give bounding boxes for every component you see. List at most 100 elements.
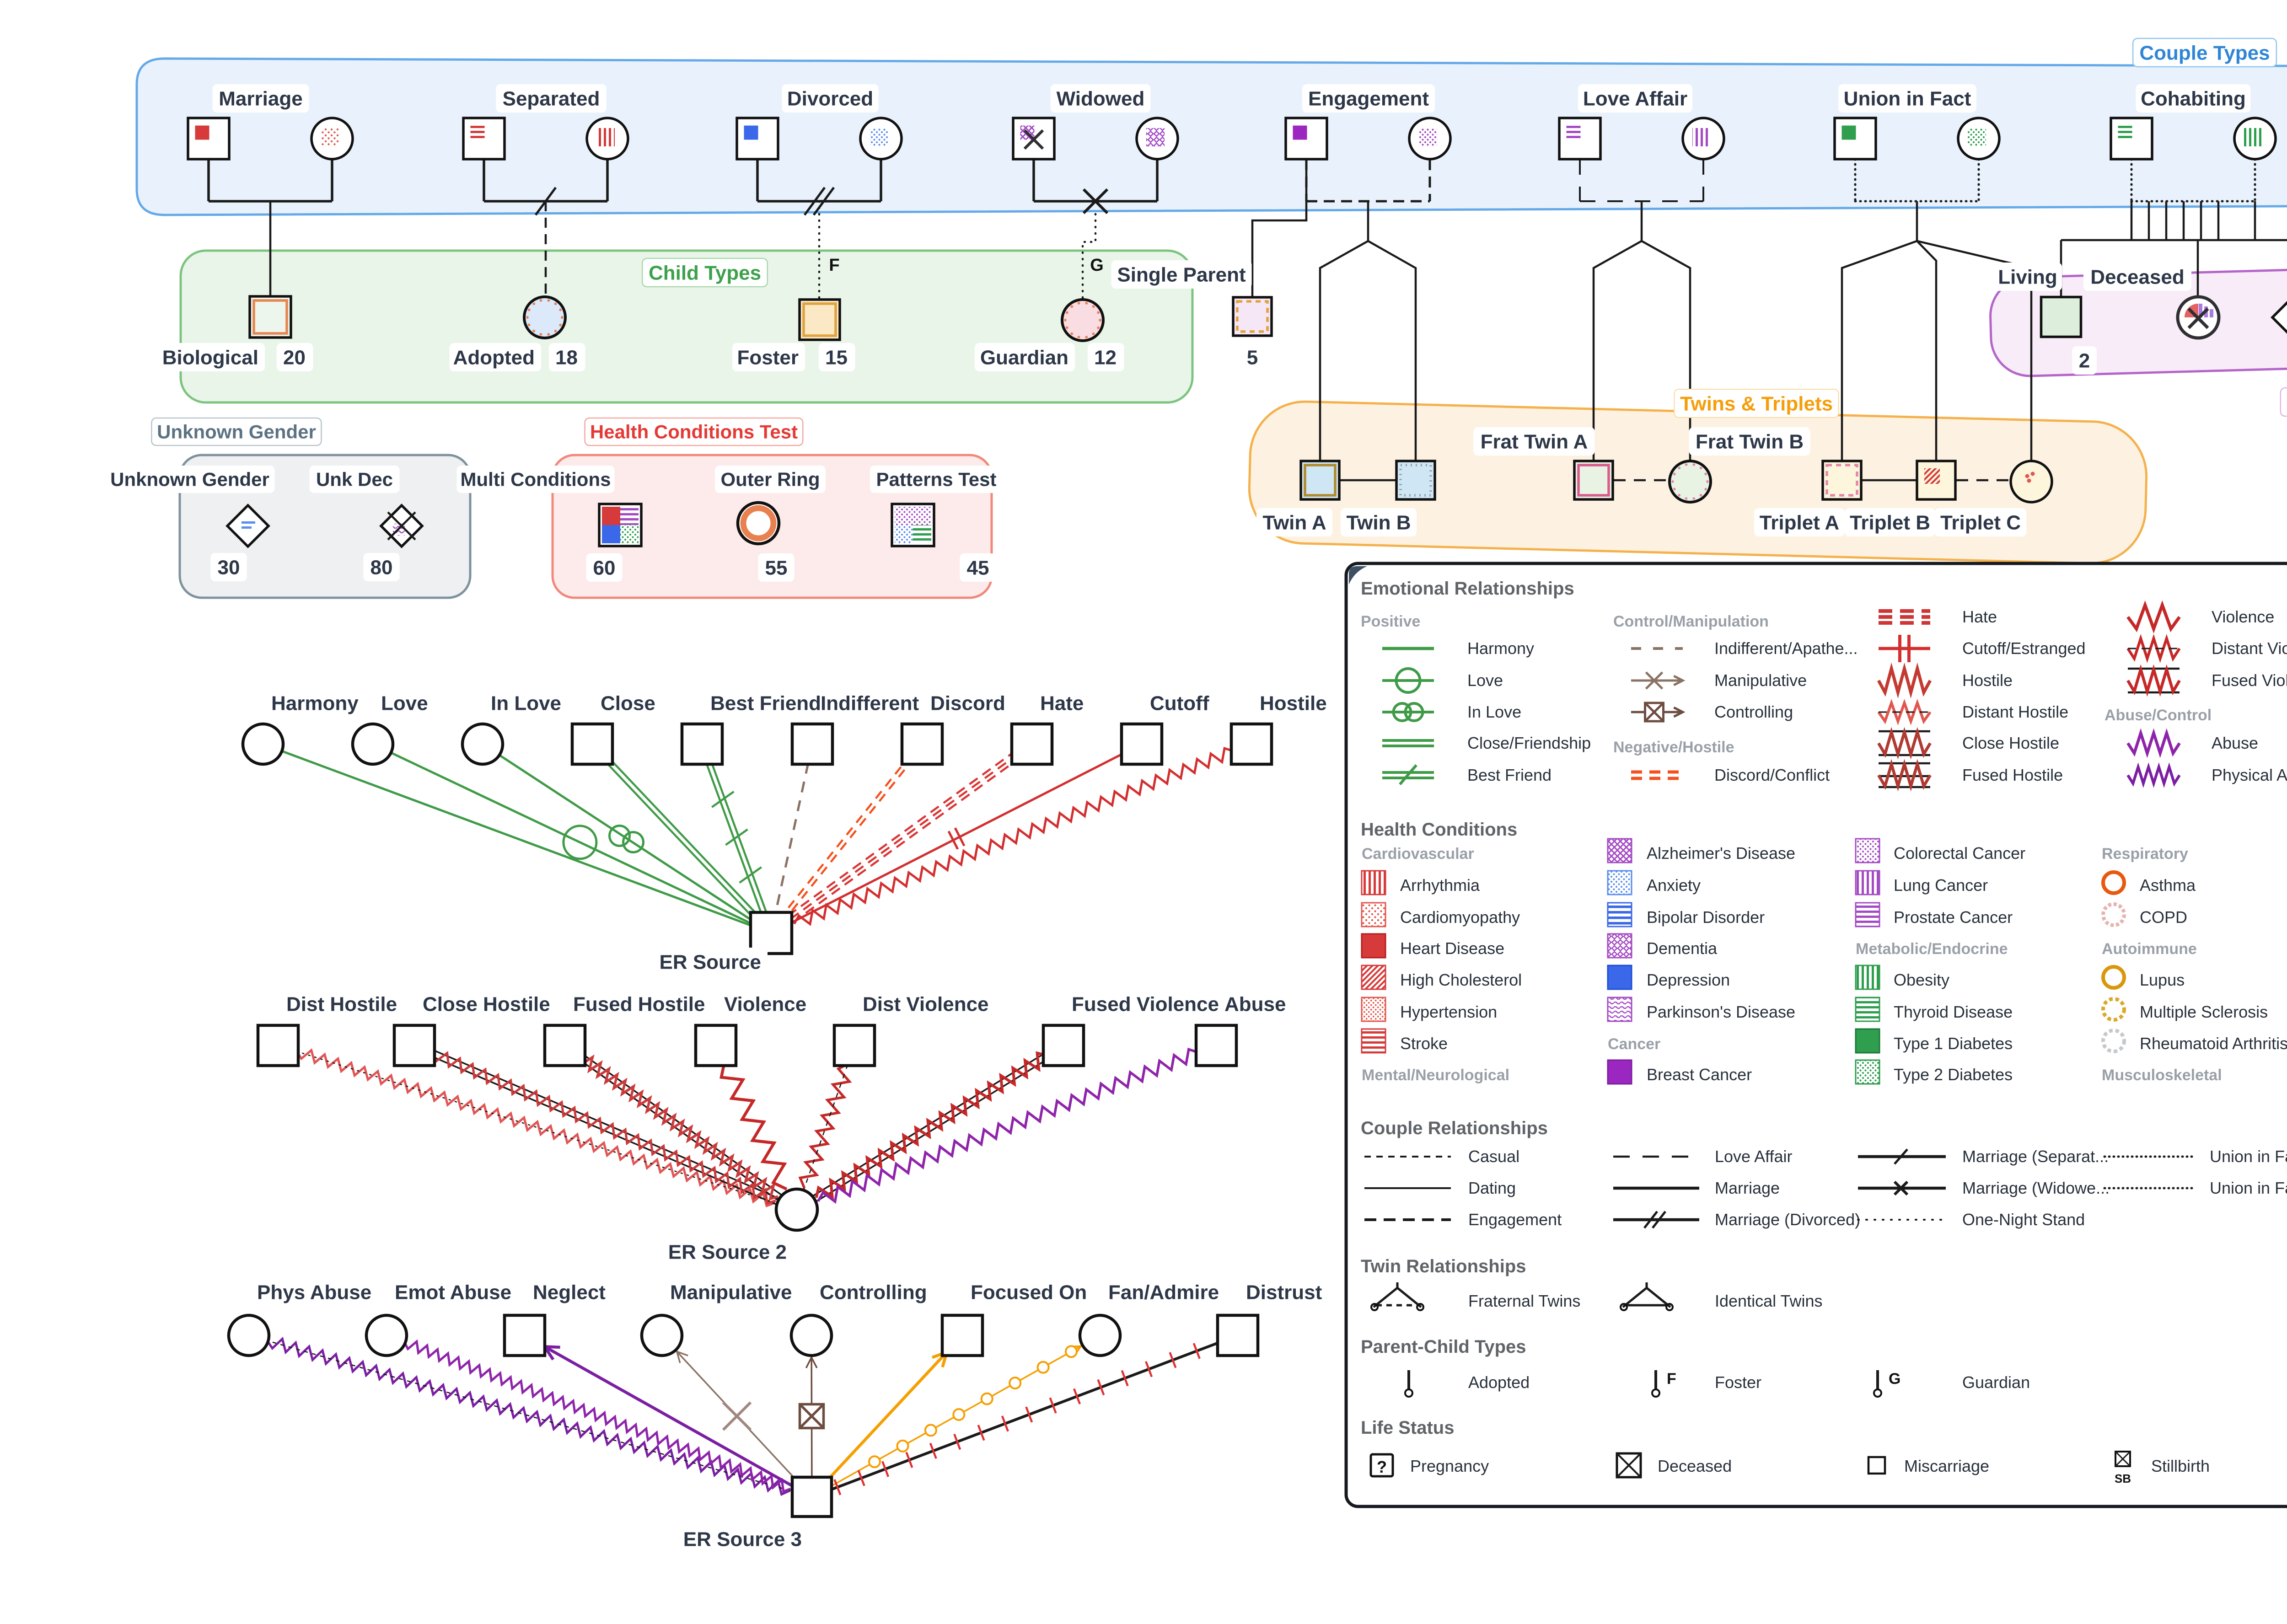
svg-text:Musculoskeletal: Musculoskeletal (2102, 1067, 2222, 1084)
svg-text:Life Status: Life Status (1361, 1418, 1454, 1438)
svg-text:20: 20 (283, 346, 306, 369)
svg-text:Best Friend: Best Friend (710, 692, 821, 714)
svg-text:Marriage (Divorced): Marriage (Divorced) (1715, 1210, 1860, 1229)
svg-text:Discord/Conflict: Discord/Conflict (1714, 766, 1830, 784)
svg-text:Patterns Test: Patterns Test (876, 469, 997, 490)
svg-text:Obesity: Obesity (1894, 970, 1949, 989)
svg-text:Positive: Positive (1361, 613, 1420, 630)
svg-text:Engagement: Engagement (1468, 1210, 1562, 1229)
svg-text:Type 2 Diabetes: Type 2 Diabetes (1894, 1065, 2013, 1084)
svg-text:Foster: Foster (737, 346, 799, 369)
svg-text:Abuse: Abuse (1224, 993, 1286, 1015)
svg-text:Mental/Neurological: Mental/Neurological (1362, 1067, 1509, 1084)
svg-text:ER Source: ER Source (659, 951, 761, 973)
svg-text:Fused Violence: Fused Violence (1072, 993, 1219, 1015)
svg-text:Pregnancy: Pregnancy (1410, 1457, 1489, 1475)
svg-text:Lupus: Lupus (2140, 970, 2185, 989)
svg-text:Stillbirth: Stillbirth (2151, 1457, 2210, 1475)
svg-text:Guardian: Guardian (980, 346, 1068, 369)
svg-text:Health Conditions Test: Health Conditions Test (590, 421, 798, 443)
svg-text:Adopted: Adopted (453, 346, 535, 369)
svg-text:Phys Abuse: Phys Abuse (257, 1281, 371, 1303)
svg-text:Union in Fact: Union in Fact (2210, 1147, 2287, 1166)
svg-text:12: 12 (1094, 346, 1117, 369)
svg-text:Hostile: Hostile (1260, 692, 1327, 714)
svg-text:Heart Disease: Heart Disease (1400, 939, 1504, 958)
svg-text:Close/Friendship: Close/Friendship (1467, 734, 1591, 752)
svg-text:Fused Hostile: Fused Hostile (573, 993, 705, 1015)
svg-text:2: 2 (2079, 349, 2090, 372)
svg-text:In Love: In Love (1467, 702, 1521, 721)
svg-text:Controlling: Controlling (1714, 702, 1793, 721)
svg-text:Depression: Depression (1647, 970, 1730, 989)
svg-text:Type 1 Diabetes: Type 1 Diabetes (1894, 1034, 2013, 1053)
svg-text:Parent-Child Types: Parent-Child Types (1361, 1337, 1526, 1357)
svg-text:G: G (1889, 1370, 1900, 1388)
svg-text:Abuse: Abuse (2212, 734, 2258, 752)
svg-text:Cohabiting: Cohabiting (2141, 87, 2246, 110)
svg-text:Fused Hostile: Fused Hostile (1962, 766, 2063, 784)
svg-text:Best Friend: Best Friend (1467, 766, 1552, 784)
svg-text:Marriage (Widowe...: Marriage (Widowe... (1962, 1179, 2110, 1197)
svg-text:Dating: Dating (1468, 1179, 1516, 1197)
svg-text:Marriage (Separat...: Marriage (Separat... (1962, 1147, 2109, 1166)
svg-text:Alzheimer's Disease: Alzheimer's Disease (1647, 844, 1795, 863)
svg-text:Union in Fact (Coh...: Union in Fact (Coh... (2210, 1179, 2287, 1197)
svg-text:Breast Cancer: Breast Cancer (1647, 1065, 1752, 1084)
svg-text:Indifferent: Indifferent (821, 692, 919, 714)
svg-text:Cardiomyopathy: Cardiomyopathy (1400, 908, 1520, 927)
svg-text:Divorced: Divorced (787, 87, 873, 110)
svg-text:30: 30 (218, 556, 240, 579)
svg-text:Control/Manipulation: Control/Manipulation (1613, 613, 1769, 630)
svg-text:Violence: Violence (2212, 607, 2274, 626)
svg-text:5: 5 (1247, 346, 1258, 369)
svg-text:SB: SB (2115, 1472, 2131, 1485)
svg-text:Identical Twins: Identical Twins (1715, 1292, 1822, 1310)
svg-text:Dementia: Dementia (1647, 939, 1718, 958)
svg-text:Lung Cancer: Lung Cancer (1894, 876, 1988, 895)
svg-text:Couple Types: Couple Types (2139, 42, 2270, 64)
svg-text:Fraternal Twins: Fraternal Twins (1468, 1292, 1580, 1310)
svg-text:Living: Living (1998, 266, 2057, 288)
svg-text:Discord: Discord (930, 692, 1005, 714)
svg-text:60: 60 (593, 557, 616, 579)
svg-text:Emotional Relationships: Emotional Relationships (1361, 579, 1574, 599)
svg-text:One-Night Stand: One-Night Stand (1962, 1210, 2085, 1229)
svg-text:Fused Violence: Fused Violence (2212, 671, 2287, 690)
svg-text:Love Affair: Love Affair (1583, 87, 1687, 110)
svg-text:?: ? (1377, 1458, 1387, 1476)
svg-text:Cutoff/Estranged: Cutoff/Estranged (1962, 639, 2086, 658)
svg-text:Hate: Hate (1040, 692, 1084, 714)
svg-text:Love: Love (381, 692, 428, 714)
svg-text:Cutoff: Cutoff (1150, 692, 1209, 714)
svg-text:Manipulative: Manipulative (670, 1281, 792, 1303)
svg-text:Deceased: Deceased (1658, 1457, 1732, 1475)
svg-text:Frat Twin A: Frat Twin A (1481, 430, 1588, 453)
svg-text:18: 18 (555, 346, 578, 369)
svg-text:Metabolic/Endocrine: Metabolic/Endocrine (1856, 940, 2008, 958)
svg-text:Frat Twin B: Frat Twin B (1696, 430, 1804, 453)
svg-text:Distant Hostile: Distant Hostile (1962, 702, 2068, 721)
svg-text:Miscarriage: Miscarriage (1904, 1457, 1989, 1475)
svg-text:Unknown Gender: Unknown Gender (110, 469, 269, 490)
svg-text:F: F (1667, 1370, 1676, 1388)
svg-text:Dist Hostile: Dist Hostile (286, 993, 397, 1015)
svg-text:Health Conditions: Health Conditions (1361, 820, 1517, 840)
svg-text:Twin A: Twin A (1262, 511, 1326, 534)
svg-text:Distant Violence: Distant Violence (2212, 639, 2287, 658)
svg-text:Marriage: Marriage (219, 87, 302, 110)
svg-text:Union in Fact: Union in Fact (1844, 87, 1971, 110)
svg-text:Cardiovascular: Cardiovascular (1362, 845, 1474, 863)
svg-text:Abuse/Control: Abuse/Control (2104, 707, 2212, 724)
svg-text:Engagement: Engagement (1308, 87, 1429, 110)
svg-text:Child Types: Child Types (649, 262, 761, 284)
svg-text:Parkinson's Disease: Parkinson's Disease (1647, 1002, 1795, 1021)
svg-text:Unk Dec: Unk Dec (316, 469, 393, 490)
svg-text:Marriage: Marriage (1715, 1179, 1780, 1197)
svg-text:Single Parent: Single Parent (1117, 263, 1246, 286)
svg-text:Respiratory: Respiratory (2102, 845, 2188, 863)
svg-text:COPD: COPD (2140, 908, 2187, 927)
svg-text:Hate: Hate (1962, 607, 1997, 626)
svg-text:Life Statuses: Life Statuses (2286, 391, 2287, 413)
svg-text:Fan/Admire: Fan/Admire (1108, 1281, 1219, 1303)
